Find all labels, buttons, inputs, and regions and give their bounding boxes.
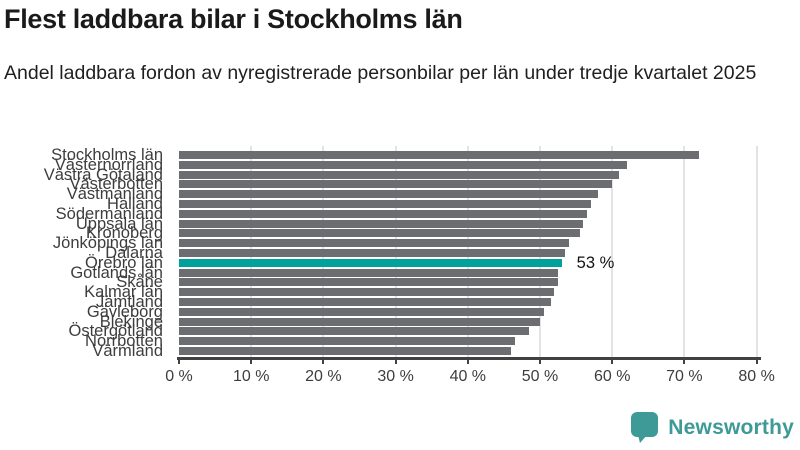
x-tick-20 [322, 357, 325, 364]
x-tick-10 [250, 357, 253, 364]
ylabel-Örebro län: Örebro län [85, 253, 163, 272]
x-axis-line [177, 357, 761, 360]
x-tick-60 [611, 357, 614, 364]
ylabel-Stockholms län: Stockholms län [51, 146, 163, 164]
x-tick-70 [683, 357, 686, 364]
bar-Örebro län [179, 258, 562, 267]
ylabel-Värmland: Värmland [92, 342, 163, 360]
ylabel-Västra Götaland: Västra Götaland [43, 165, 163, 184]
ylabel-Norrbotten: Norrbotten [85, 332, 163, 351]
x-tick-label-70: 70 % [666, 368, 703, 385]
ylabel-Kalmar län: Kalmar län [84, 283, 163, 302]
bar-Södermanland [179, 209, 587, 218]
ylabel-Västerbotten: Västerbotten [69, 175, 163, 194]
x-tick-label-30: 30 % [377, 368, 414, 385]
ylabel-Jämtland: Jämtland [96, 293, 163, 311]
gridline-70 [683, 146, 686, 357]
bar-Östergötland [179, 327, 530, 336]
chart-subtitle: Andel laddbara fordon av nyregistrerade … [4, 62, 757, 84]
gridline-60 [611, 146, 614, 357]
ylabel-Skåne: Skåne [116, 273, 163, 292]
bar-Västernorrland [179, 160, 627, 169]
bar-Kronoberg [179, 229, 580, 238]
x-tick-label-20: 20 % [305, 368, 342, 385]
bar-Kalmar län [179, 288, 555, 297]
ylabel-Västernorrland: Västernorrland [54, 155, 163, 174]
gridline-80 [755, 146, 758, 357]
bar-Västmanland [179, 190, 598, 199]
x-tick-0 [178, 357, 180, 364]
ylabel-Blekinge: Blekinge [99, 312, 163, 331]
chart-title: Flest laddbara bilar i Stockholms län [4, 4, 463, 34]
bar-Uppsala län [179, 219, 584, 228]
bar-Stockholms län [179, 151, 699, 159]
ylabel-Södermanland: Södermanland [55, 204, 163, 223]
ylabel-Gävleborg: Gävleborg [86, 302, 163, 321]
bar-Dalarna [179, 249, 566, 257]
ylabel-Halland: Halland [107, 195, 163, 213]
ylabel-Dalarna: Dalarna [105, 244, 163, 262]
x-tick-label-50: 50 % [521, 368, 559, 385]
ylabel-Jönköpings län: Jönköpings län [52, 234, 163, 253]
ylabel-Uppsala län: Uppsala län [75, 214, 163, 233]
bar-Skåne [179, 278, 559, 287]
ylabel-Gotlands län: Gotlands län [70, 263, 163, 282]
bar-Värmland [179, 347, 512, 355]
bar-Jämtland [179, 298, 551, 306]
x-tick-30 [394, 357, 397, 364]
x-tick-80 [755, 357, 758, 364]
ylabel-Kronoberg: Kronoberg [85, 224, 163, 243]
ylabel-Östergötland: Östergötland [68, 322, 163, 341]
bar-Gotlands län [179, 268, 559, 277]
bar-Halland [179, 200, 591, 208]
bar-Blekinge [179, 317, 540, 326]
highlight-value-label: 53 % [576, 253, 615, 272]
bar-chart-speech-bubble-icon [630, 411, 660, 444]
bar-Västra Götaland [179, 170, 620, 179]
newsworthy-wordmark: Newsworthy [668, 415, 794, 439]
bar-Jönköpings län [179, 239, 569, 248]
x-tick-label-80: 80 % [738, 368, 775, 385]
bar-Västerbotten [179, 180, 613, 189]
x-tick-label-60: 60 % [593, 368, 631, 385]
x-tick-label-0: 0 % [165, 368, 193, 385]
x-tick-label-40: 40 % [449, 368, 487, 385]
bar-Gävleborg [179, 307, 544, 316]
x-tick-label-10: 10 % [232, 368, 270, 385]
x-tick-40 [466, 357, 469, 364]
bar-Norrbotten [179, 337, 515, 346]
x-tick-50 [539, 357, 541, 364]
ylabel-Västmanland: Västmanland [66, 185, 163, 204]
newsworthy-logo: Newsworthy [630, 411, 794, 444]
